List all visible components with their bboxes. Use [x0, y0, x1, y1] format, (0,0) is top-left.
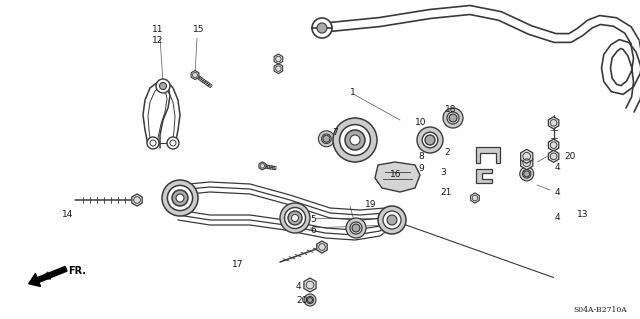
Circle shape — [417, 127, 443, 153]
Text: 13: 13 — [577, 210, 589, 219]
Text: 4: 4 — [296, 282, 301, 291]
Circle shape — [285, 207, 305, 228]
Text: 19: 19 — [365, 200, 376, 209]
Polygon shape — [470, 193, 479, 203]
Text: 20: 20 — [296, 296, 307, 305]
Circle shape — [352, 224, 360, 232]
Text: 10: 10 — [415, 118, 426, 127]
Circle shape — [321, 134, 332, 144]
Circle shape — [307, 296, 314, 304]
Text: 12: 12 — [152, 36, 163, 45]
Text: 3: 3 — [440, 168, 445, 177]
Circle shape — [425, 135, 435, 145]
Polygon shape — [375, 162, 420, 192]
Circle shape — [288, 211, 302, 225]
Polygon shape — [521, 156, 532, 170]
Text: 6: 6 — [310, 226, 316, 235]
Polygon shape — [274, 54, 283, 64]
Circle shape — [524, 171, 530, 177]
Circle shape — [520, 167, 534, 181]
Polygon shape — [521, 149, 532, 163]
Text: 20: 20 — [564, 152, 575, 161]
Polygon shape — [132, 194, 142, 206]
Text: S04A-B2710A: S04A-B2710A — [573, 306, 627, 314]
Polygon shape — [548, 139, 559, 151]
Polygon shape — [304, 278, 316, 292]
Text: 8: 8 — [418, 152, 424, 161]
Circle shape — [387, 215, 397, 225]
Circle shape — [346, 218, 366, 238]
Text: FR.: FR. — [68, 266, 86, 276]
Polygon shape — [274, 63, 283, 74]
Text: 2: 2 — [444, 148, 450, 157]
Circle shape — [447, 112, 459, 124]
Polygon shape — [476, 169, 492, 183]
Text: 1: 1 — [350, 88, 356, 97]
Circle shape — [383, 211, 401, 229]
Circle shape — [147, 137, 159, 149]
Circle shape — [317, 23, 327, 33]
Text: 14: 14 — [62, 210, 74, 219]
Text: 18: 18 — [445, 105, 456, 114]
Circle shape — [333, 118, 377, 162]
Circle shape — [162, 180, 198, 216]
FancyArrow shape — [29, 266, 67, 286]
Text: 4: 4 — [555, 188, 561, 197]
Circle shape — [172, 190, 188, 206]
Circle shape — [522, 170, 531, 178]
Circle shape — [167, 137, 179, 149]
Circle shape — [176, 194, 184, 202]
Text: 11: 11 — [152, 25, 163, 34]
Circle shape — [168, 185, 193, 211]
Circle shape — [312, 18, 332, 38]
Text: 9: 9 — [418, 164, 424, 173]
Circle shape — [449, 114, 457, 122]
Circle shape — [291, 214, 298, 221]
Text: 21: 21 — [440, 188, 451, 197]
Text: 4: 4 — [555, 213, 561, 222]
Circle shape — [345, 130, 365, 150]
Polygon shape — [317, 241, 327, 253]
Circle shape — [323, 135, 330, 142]
Circle shape — [159, 83, 166, 90]
Circle shape — [319, 131, 334, 147]
Text: 7: 7 — [332, 128, 338, 137]
Text: 17: 17 — [232, 260, 243, 269]
Circle shape — [307, 298, 312, 302]
Polygon shape — [548, 150, 559, 162]
Circle shape — [340, 125, 371, 155]
Circle shape — [156, 79, 170, 93]
Polygon shape — [191, 70, 199, 79]
Circle shape — [280, 203, 310, 233]
Circle shape — [443, 108, 463, 128]
Polygon shape — [548, 117, 559, 129]
Text: 5: 5 — [310, 215, 316, 224]
Polygon shape — [259, 162, 266, 170]
Circle shape — [350, 135, 360, 145]
Circle shape — [350, 222, 362, 234]
Circle shape — [378, 206, 406, 234]
Text: 15: 15 — [193, 25, 205, 34]
Circle shape — [304, 294, 316, 306]
Circle shape — [422, 132, 438, 148]
Text: 16: 16 — [390, 170, 401, 179]
Polygon shape — [476, 147, 500, 163]
Text: 4: 4 — [555, 163, 561, 172]
